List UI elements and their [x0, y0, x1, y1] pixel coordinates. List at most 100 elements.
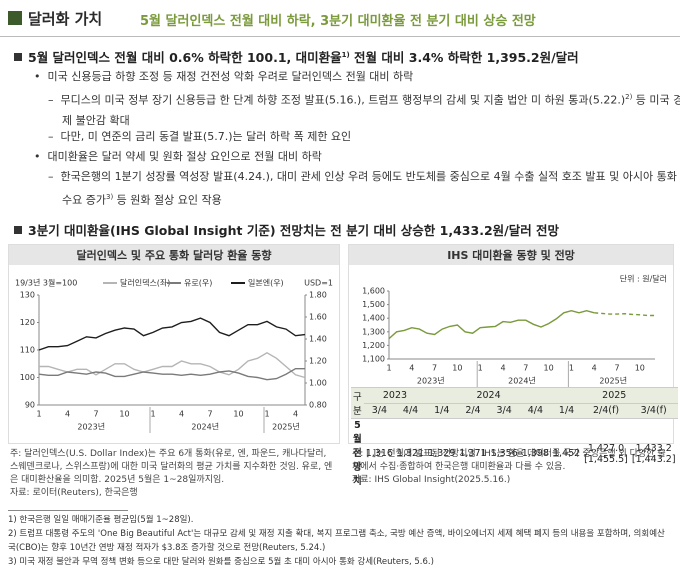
x-tick-label: 4 [592, 364, 597, 373]
cell-value: 1,321 [396, 448, 425, 459]
text: 대미환율은 달러 약세 및 원화 절상 요인으로 전월 대비 하락 [47, 150, 322, 163]
unit-note: 단위 : 원/달러 [620, 274, 667, 284]
x-tick-label: 4 [179, 410, 184, 419]
data-line [388, 309, 595, 340]
y-tick-label: 1,100 [362, 355, 385, 364]
y-tick-label: 1,300 [362, 327, 385, 336]
table-cell: 1,321 [394, 418, 427, 488]
table-quarter: 3/4 [488, 402, 520, 419]
text: 전월 대비 3.4% 하락한 1,395.2원/달러 [349, 50, 579, 65]
legend-label: 유로(우) [184, 279, 212, 288]
x-tick-label: 1 [569, 364, 574, 373]
y2-tick-label: 1.60 [309, 313, 327, 322]
table-quarter: 2/4(f) [582, 402, 630, 419]
chart-box: 달러인덱스 및 주요 통화 달러당 환율 동향 19/3년 3월=100 USD… [8, 244, 340, 444]
table-quarter: 3/4 [363, 402, 395, 419]
section-title: 달러화 가치 [28, 10, 103, 28]
y2-tick-label: 1.20 [309, 357, 327, 366]
text: 한국은행의 1분기 성장률 역성장 발표(4.24.), 대미 관세 인상 우려… [60, 170, 677, 207]
x-tick-label: 7 [614, 364, 619, 373]
chart-header [349, 245, 673, 265]
y-tick-label: 1,500 [362, 300, 385, 309]
y-tick-label: 90 [25, 401, 35, 410]
y-tick-label: 1,600 [362, 287, 385, 296]
x-tick-label: 7 [432, 364, 437, 373]
x-tick-label: 4 [293, 410, 298, 419]
cell-value: 1,433.2 [635, 442, 672, 454]
y2-tick-label: 1.00 [309, 379, 327, 388]
table-cell: 1,371 [457, 418, 489, 488]
table-quarter: 1/4 [426, 402, 458, 419]
table-year: 2025 [550, 387, 678, 403]
x-tick-label: 7 [93, 410, 98, 419]
y-tick-label: 110 [20, 346, 35, 355]
table-quarter: 2/4 [457, 402, 489, 419]
chart: IHS 대미환율 동향 및 전망 단위 : 원/달러 1,100 1,200 1,3… [349, 245, 673, 387]
table-corner: 구분 [351, 387, 364, 419]
note: 3) [105, 193, 114, 201]
bullet: • 대미환율은 달러 약세 및 원화 절상 요인으로 전월 대비 하락 [34, 150, 322, 163]
icon [8, 11, 22, 25]
cell-value: 1,452 [552, 448, 581, 459]
text: 등 원화 절상 요인 작용 [113, 193, 222, 207]
unit-note: USD=1 [304, 279, 333, 288]
cell-bracket: [1,455.5] [584, 453, 628, 465]
title: 5월 달러인덱스 전월 대비 하락, 3분기 대미환율 전 분기 대비 상승 전… [140, 14, 536, 29]
heading: 3분기 대미환율(IHS Global Insight 기준) 전망치는 전 분… [14, 220, 559, 239]
y-tick-label: 100 [20, 373, 35, 382]
chart-title: IHS 대미환율 동향 및 전망 [447, 248, 575, 262]
footnotes: 1) 한국은행 일일 매매기준율 평균임(5월 1~28일). 2) 트럼프 대… [8, 513, 672, 569]
note: 주: 달러인덱스(U.S. Dollar Index)는 주요 6개 통화(유로… [10, 449, 333, 485]
x-tick-label: 1 [478, 364, 483, 373]
y-tick-label: 120 [20, 318, 35, 327]
y-tick-label: 1,400 [362, 314, 385, 323]
year-label: 2023년 [417, 376, 445, 386]
text: 등 미국 경제 불안감 확대 [62, 93, 680, 127]
year-label: 2025년 [599, 376, 627, 386]
year-label: 2023년 [77, 422, 105, 432]
data-line [38, 317, 306, 351]
cell-value: 1,316 [365, 448, 393, 459]
note: 1) [341, 50, 350, 59]
cell-value: 1,371 [459, 448, 487, 459]
table-year: 2023 [363, 387, 427, 403]
x-tick-label: 1 [36, 410, 41, 419]
table-quarter: 3/4(f) [629, 402, 678, 419]
footnote: 3) 미국 재정 불안과 무역 정책 변화 등으로 대만 달러와 원화를 중심으… [8, 557, 434, 567]
text: 3분기 대미환율(IHS Global Insight 기준) 전망치는 전 분… [28, 223, 560, 238]
x-tick-label: 10 [635, 364, 645, 373]
y2-tick-label: 1.40 [309, 335, 327, 344]
y2-tick-label: 0.80 [309, 401, 327, 410]
row-label: 5월 전망치 [351, 418, 364, 488]
table-cell: 1,433.2 [1,443.2] [629, 418, 678, 488]
cell-value: 1,329 [428, 448, 456, 459]
table-quarter: 4/4 [519, 402, 551, 419]
table-cell: 1,316 [363, 418, 395, 488]
notes: 주: 달러인덱스(U.S. Dollar Index)는 주요 6개 통화(유로… [10, 448, 336, 500]
sub-bullet: – 무디스의 미국 정부 장기 신용등급 한 단계 하향 조정 발표(5.16.… [48, 87, 680, 131]
cell-bracket: [1,443.2] [631, 453, 676, 465]
table-quarter: 4/4 [394, 402, 427, 419]
source: 자료: 로이터(Reuters), 한국은행 [10, 488, 138, 498]
x-tick-label: 4 [409, 364, 414, 373]
x-tick-label: 1 [264, 410, 269, 419]
table-cell: 1,398 [519, 418, 551, 488]
cell-value: 1,398 [521, 448, 549, 459]
table-quarter: 1/4 [550, 402, 583, 419]
text: 5월 달러인덱스 전월 대비 0.6% 하락한 100.1, 대미환율 [28, 50, 342, 65]
data-line [38, 368, 305, 381]
notes: 주: [ ]는 전월에 발표된 전망치임. IHS는 환율 데이터를 국가 중앙… [352, 448, 672, 487]
source: 자료: IHS Global Insight(2025.5.16.) [352, 475, 511, 485]
table-cell: 1,329 [426, 418, 458, 488]
chart-header [9, 245, 339, 265]
chart-title: 달러인덱스 및 주요 통화 달러당 환율 동향 [76, 248, 271, 262]
sub-bullet: – 한국은행의 1분기 성장률 역성장 발표(4.24.), 대미 관세 인상 … [48, 170, 677, 207]
y-tick-label: 1,200 [362, 341, 385, 350]
table: 구분 2023 2024 2025 3/4 4/4 1/4 2/4 3/4 4/4 1/4 2… [351, 387, 678, 488]
sub-bullet: – 다만, 미 연준의 금리 동결 발표(5.7.)는 달러 하락 폭 제한 요… [48, 130, 352, 143]
heading: 5월 달러인덱스 전월 대비 0.6% 하락한 100.1, 대미환율1) 전월… [14, 47, 579, 66]
x-tick-label: 1 [150, 410, 155, 419]
footnote: 2) 트럼프 대통령 주도의 'One Big Beautiful Act'는 … [8, 529, 665, 553]
footnote: 1) 한국은행 일일 매매기준율 평균임(5월 1~28일). [8, 515, 194, 525]
title-bar: 달러화 가치 5월 달러인덱스 전월 대비 하락, 3분기 대미환율 전 분기 … [0, 0, 680, 37]
